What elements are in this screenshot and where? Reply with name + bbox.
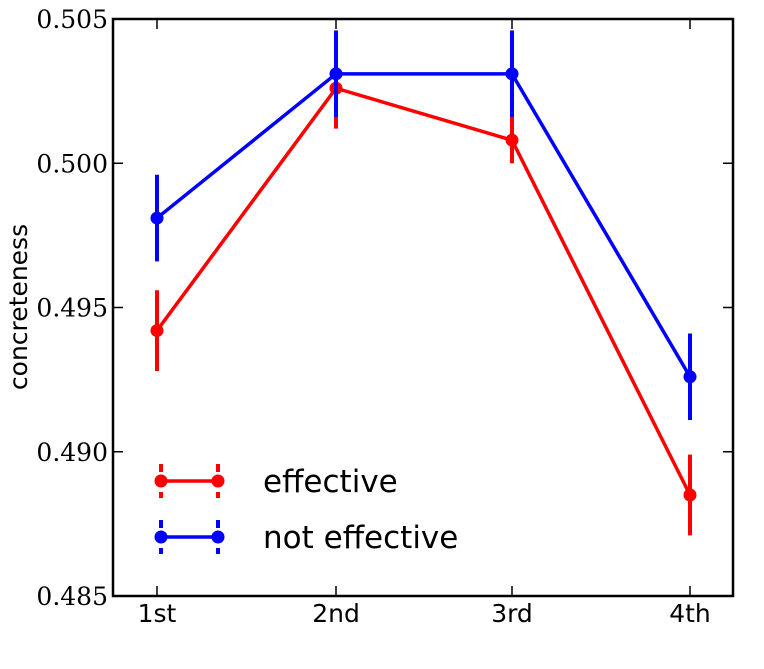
x-tick-label: 2nd bbox=[312, 599, 360, 628]
data-point bbox=[683, 488, 697, 502]
y-tick-label: 0.500 bbox=[36, 149, 108, 178]
data-point bbox=[329, 67, 343, 81]
legend-marker bbox=[154, 474, 168, 488]
data-point bbox=[150, 324, 164, 338]
y-axis-title: concreteness bbox=[4, 224, 33, 390]
ticks-layer: 0.485 0.490 0.495 0.500 0.505 1st 2nd 3rd 4th bbox=[36, 5, 733, 628]
data-point bbox=[505, 67, 519, 81]
legend-item-effective: effective bbox=[154, 464, 398, 500]
plot-frame bbox=[111, 17, 735, 598]
data-point bbox=[683, 370, 697, 384]
series-not-effective bbox=[150, 30, 697, 421]
legend: effective not effective bbox=[154, 464, 458, 556]
legend-marker bbox=[211, 530, 225, 544]
legend-label: not effective bbox=[263, 520, 458, 556]
series-line bbox=[155, 86, 692, 496]
series-layer bbox=[150, 30, 697, 536]
y-tick-label: 0.495 bbox=[36, 294, 108, 323]
series-line bbox=[155, 72, 692, 378]
x-tick-label: 4th bbox=[669, 599, 711, 628]
legend-marker bbox=[154, 530, 168, 544]
y-tick-label: 0.505 bbox=[36, 5, 108, 34]
y-tick-label: 0.490 bbox=[36, 438, 108, 467]
data-point bbox=[505, 133, 519, 147]
y-tick-label: 0.485 bbox=[36, 582, 108, 611]
x-tick-label: 3rd bbox=[491, 599, 533, 628]
legend-marker bbox=[211, 474, 225, 488]
legend-label: effective bbox=[263, 464, 398, 500]
x-tick-label: 1st bbox=[138, 599, 177, 628]
series-effective bbox=[150, 47, 697, 536]
legend-item-not-effective: not effective bbox=[154, 520, 458, 556]
data-point bbox=[150, 211, 164, 225]
